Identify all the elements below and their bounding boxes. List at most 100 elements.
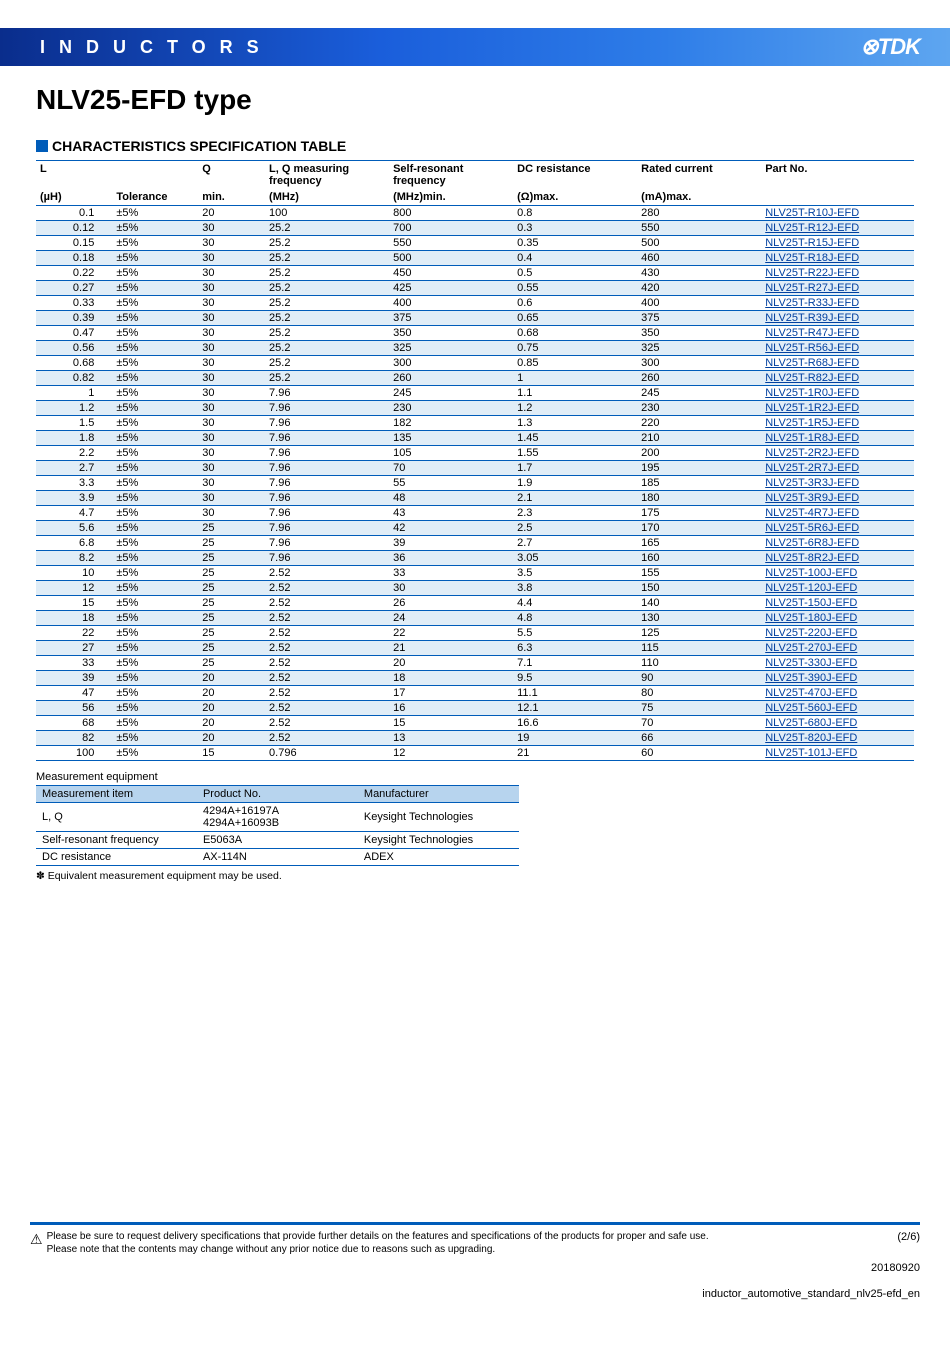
table-row: 68±5%202.521516.670NLV25T-680J-EFD	[36, 716, 914, 731]
part-number-link[interactable]: NLV25T-390J-EFD	[765, 672, 857, 684]
table-cell: 165	[637, 536, 761, 551]
table-cell: 115	[637, 641, 761, 656]
part-number-link[interactable]: NLV25T-680J-EFD	[765, 717, 857, 729]
table-cell: 30	[198, 251, 265, 266]
table-cell: 170	[637, 521, 761, 536]
part-number-link[interactable]: NLV25T-3R3J-EFD	[765, 477, 859, 489]
table-cell: NLV25T-R18J-EFD	[761, 251, 914, 266]
table-cell: DC resistance	[36, 849, 197, 866]
part-number-link[interactable]: NLV25T-R82J-EFD	[765, 372, 859, 384]
table-cell: 3.3	[36, 476, 112, 491]
table-row: 1±5%307.962451.1245NLV25T-1R0J-EFD	[36, 386, 914, 401]
table-cell: NLV25T-2R2J-EFD	[761, 446, 914, 461]
part-number-link[interactable]: NLV25T-R68J-EFD	[765, 357, 859, 369]
column-subheader: Tolerance	[112, 189, 198, 206]
warning-icon: ⚠	[30, 1231, 43, 1249]
table-row: 15±5%252.52264.4140NLV25T-150J-EFD	[36, 596, 914, 611]
table-cell: 260	[637, 371, 761, 386]
table-cell: 1.9	[513, 476, 637, 491]
table-cell: 100	[265, 206, 389, 221]
footer-divider	[30, 1222, 920, 1225]
table-cell: 0.22	[36, 266, 112, 281]
part-number-link[interactable]: NLV25T-R39J-EFD	[765, 312, 859, 324]
part-number-link[interactable]: NLV25T-5R6J-EFD	[765, 522, 859, 534]
table-cell: 4294A+16197A4294A+16093B	[197, 803, 358, 832]
table-cell: 230	[389, 401, 513, 416]
part-number-link[interactable]: NLV25T-R47J-EFD	[765, 327, 859, 339]
table-cell: 400	[637, 296, 761, 311]
table-cell: 325	[637, 341, 761, 356]
table-cell: 2.52	[265, 611, 389, 626]
table-cell: 105	[389, 446, 513, 461]
header-row-1: LQL, Q measuring frequencySelf-resonant …	[36, 161, 914, 190]
table-cell: NLV25T-101J-EFD	[761, 746, 914, 761]
part-number-link[interactable]: NLV25T-1R5J-EFD	[765, 417, 859, 429]
part-number-link[interactable]: NLV25T-100J-EFD	[765, 567, 857, 579]
table-cell: 0.75	[513, 341, 637, 356]
table-cell: NLV25T-R22J-EFD	[761, 266, 914, 281]
table-cell: 30	[198, 341, 265, 356]
table-cell: NLV25T-R68J-EFD	[761, 356, 914, 371]
part-number-link[interactable]: NLV25T-330J-EFD	[765, 657, 857, 669]
spec-table: LQL, Q measuring frequencySelf-resonant …	[36, 160, 914, 761]
part-number-link[interactable]: NLV25T-R12J-EFD	[765, 222, 859, 234]
table-cell: 375	[389, 311, 513, 326]
part-number-link[interactable]: NLV25T-1R2J-EFD	[765, 402, 859, 414]
part-number-link[interactable]: NLV25T-3R9J-EFD	[765, 492, 859, 504]
table-cell: 2.52	[265, 701, 389, 716]
part-number-link[interactable]: NLV25T-150J-EFD	[765, 597, 857, 609]
part-number-link[interactable]: NLV25T-4R7J-EFD	[765, 507, 859, 519]
table-cell: 2.52	[265, 626, 389, 641]
table-cell: 140	[637, 596, 761, 611]
column-subheader: (Ω)max.	[513, 189, 637, 206]
table-cell: 20	[198, 701, 265, 716]
part-number-link[interactable]: NLV25T-R18J-EFD	[765, 252, 859, 264]
part-number-link[interactable]: NLV25T-R33J-EFD	[765, 297, 859, 309]
part-number-link[interactable]: NLV25T-560J-EFD	[765, 702, 857, 714]
table-cell: 195	[637, 461, 761, 476]
part-number-link[interactable]: NLV25T-6R8J-EFD	[765, 537, 859, 549]
table-cell: 800	[389, 206, 513, 221]
table-cell: 0.65	[513, 311, 637, 326]
table-row: 5.6±5%257.96422.5170NLV25T-5R6J-EFD	[36, 521, 914, 536]
table-cell: ±5%	[112, 581, 198, 596]
table-cell: 7.96	[265, 506, 389, 521]
part-number-link[interactable]: NLV25T-1R0J-EFD	[765, 387, 859, 399]
table-row: 22±5%252.52225.5125NLV25T-220J-EFD	[36, 626, 914, 641]
part-number-link[interactable]: NLV25T-820J-EFD	[765, 732, 857, 744]
column-subheader: (MHz)	[265, 189, 389, 206]
table-cell: 27	[36, 641, 112, 656]
part-number-link[interactable]: NLV25T-8R2J-EFD	[765, 552, 859, 564]
part-number-link[interactable]: NLV25T-2R2J-EFD	[765, 447, 859, 459]
part-number-link[interactable]: NLV25T-R15J-EFD	[765, 237, 859, 249]
part-number-link[interactable]: NLV25T-180J-EFD	[765, 612, 857, 624]
column-header: Measurement item	[36, 786, 197, 803]
part-number-link[interactable]: NLV25T-R27J-EFD	[765, 282, 859, 294]
table-cell: Keysight Technologies	[358, 803, 519, 832]
part-number-link[interactable]: NLV25T-R10J-EFD	[765, 207, 859, 219]
footnote: ✽ Equivalent measurement equipment may b…	[36, 870, 914, 882]
table-cell: 0.47	[36, 326, 112, 341]
table-cell: ±5%	[112, 326, 198, 341]
table-cell: 2.52	[265, 656, 389, 671]
table-cell: ±5%	[112, 461, 198, 476]
part-number-link[interactable]: NLV25T-270J-EFD	[765, 642, 857, 654]
part-number-link[interactable]: NLV25T-470J-EFD	[765, 687, 857, 699]
table-cell: ±5%	[112, 221, 198, 236]
table-cell: 0.85	[513, 356, 637, 371]
table-cell: 24	[389, 611, 513, 626]
table-row: 12±5%252.52303.8150NLV25T-120J-EFD	[36, 581, 914, 596]
part-number-link[interactable]: NLV25T-R22J-EFD	[765, 267, 859, 279]
table-cell: ±5%	[112, 641, 198, 656]
part-number-link[interactable]: NLV25T-101J-EFD	[765, 747, 857, 759]
table-cell: 25.2	[265, 341, 389, 356]
part-number-link[interactable]: NLV25T-R56J-EFD	[765, 342, 859, 354]
table-cell: ±5%	[112, 296, 198, 311]
part-number-link[interactable]: NLV25T-1R8J-EFD	[765, 432, 859, 444]
part-number-link[interactable]: NLV25T-120J-EFD	[765, 582, 857, 594]
table-cell: 2.2	[36, 446, 112, 461]
part-number-link[interactable]: NLV25T-2R7J-EFD	[765, 462, 859, 474]
part-number-link[interactable]: NLV25T-220J-EFD	[765, 627, 857, 639]
table-cell: 130	[637, 611, 761, 626]
table-row: 39±5%202.52189.590NLV25T-390J-EFD	[36, 671, 914, 686]
